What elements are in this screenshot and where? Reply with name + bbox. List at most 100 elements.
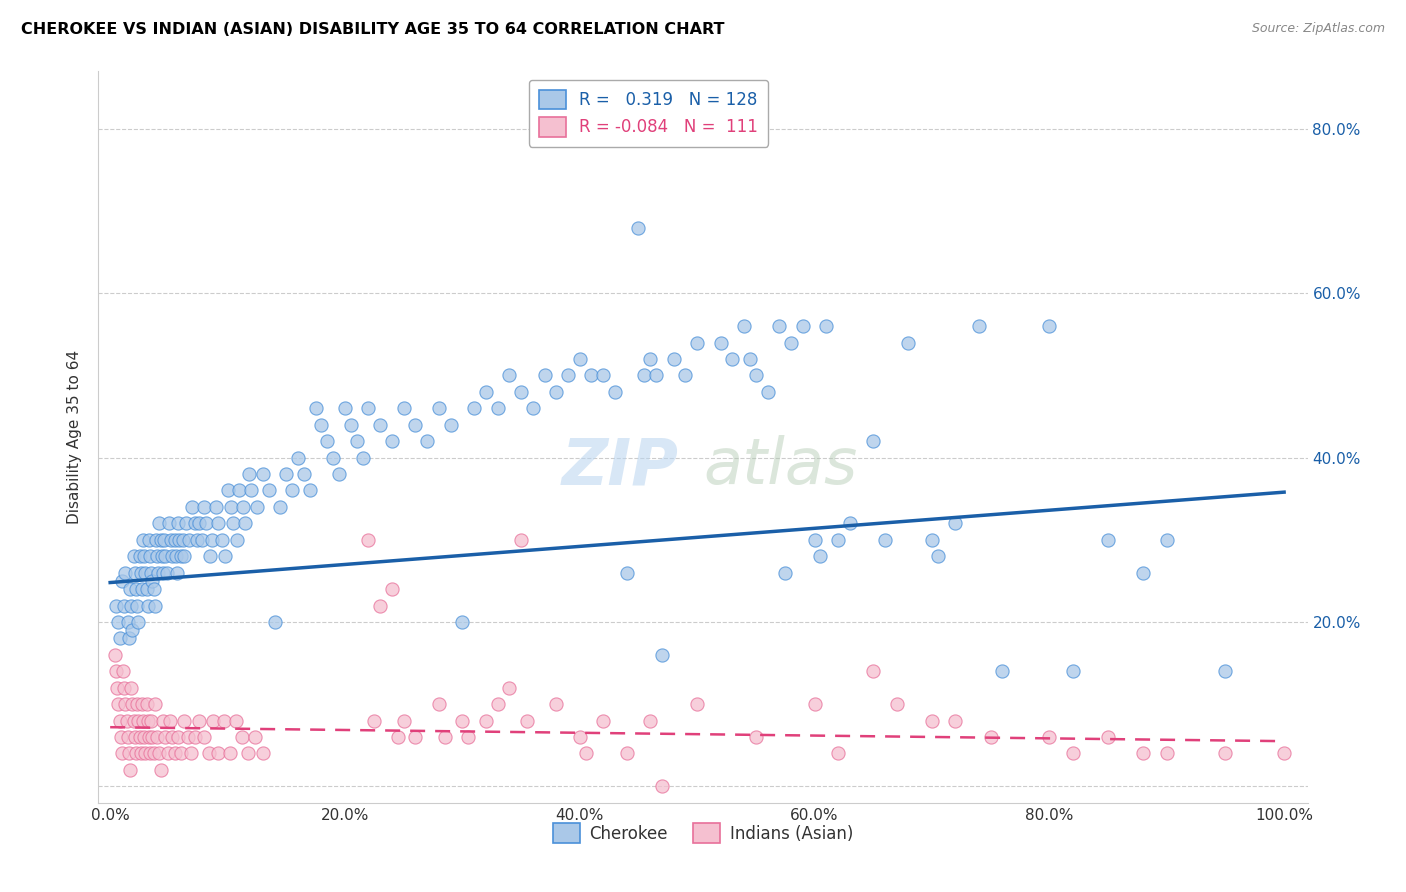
- Point: [207, 516, 229, 531]
- Point: [269, 500, 291, 514]
- Point: [276, 467, 298, 481]
- Point: [207, 747, 229, 761]
- Point: [427, 401, 450, 416]
- Point: [257, 483, 280, 498]
- Point: [180, 747, 202, 761]
- Point: [225, 714, 247, 728]
- Point: [138, 533, 160, 547]
- Point: [162, 549, 184, 564]
- Point: [328, 467, 350, 481]
- Point: [117, 615, 139, 629]
- Point: [124, 566, 146, 580]
- Point: [638, 714, 661, 728]
- Point: [165, 549, 187, 564]
- Point: [886, 697, 908, 711]
- Point: [146, 549, 169, 564]
- Text: Source: ZipAtlas.com: Source: ZipAtlas.com: [1251, 22, 1385, 36]
- Point: [142, 582, 165, 596]
- Point: [120, 763, 142, 777]
- Point: [115, 714, 138, 728]
- Point: [149, 763, 172, 777]
- Point: [198, 549, 221, 564]
- Point: [1097, 730, 1119, 744]
- Point: [217, 483, 239, 498]
- Point: [173, 549, 195, 564]
- Point: [991, 665, 1014, 679]
- Point: [146, 730, 169, 744]
- Point: [127, 714, 149, 728]
- Point: [148, 747, 170, 761]
- Point: [169, 533, 191, 547]
- Point: [645, 368, 668, 383]
- Point: [651, 648, 673, 662]
- Y-axis label: Disability Age 35 to 64: Disability Age 35 to 64: [67, 350, 83, 524]
- Point: [862, 665, 884, 679]
- Point: [457, 730, 479, 744]
- Point: [673, 368, 696, 383]
- Point: [157, 516, 180, 531]
- Point: [633, 368, 655, 383]
- Point: [188, 516, 211, 531]
- Point: [114, 566, 136, 580]
- Point: [163, 747, 186, 761]
- Point: [236, 747, 259, 761]
- Point: [120, 681, 142, 695]
- Point: [107, 615, 129, 629]
- Point: [1156, 533, 1178, 547]
- Point: [118, 747, 141, 761]
- Point: [1038, 730, 1060, 744]
- Point: [166, 566, 188, 580]
- Point: [219, 500, 242, 514]
- Point: [128, 730, 150, 744]
- Point: [124, 730, 146, 744]
- Point: [177, 533, 200, 547]
- Point: [135, 697, 157, 711]
- Point: [773, 566, 796, 580]
- Point: [287, 450, 309, 465]
- Point: [921, 714, 943, 728]
- Point: [128, 549, 150, 564]
- Point: [627, 220, 650, 235]
- Point: [138, 730, 160, 744]
- Point: [827, 533, 849, 547]
- Point: [745, 368, 768, 383]
- Point: [745, 730, 768, 744]
- Point: [638, 351, 661, 366]
- Point: [134, 730, 156, 744]
- Point: [1097, 533, 1119, 547]
- Point: [202, 714, 225, 728]
- Point: [136, 599, 159, 613]
- Point: [363, 714, 385, 728]
- Point: [142, 747, 165, 761]
- Point: [129, 566, 152, 580]
- Point: [135, 582, 157, 596]
- Point: [575, 747, 598, 761]
- Point: [132, 714, 155, 728]
- Point: [475, 384, 498, 399]
- Point: [195, 516, 218, 531]
- Point: [298, 483, 321, 498]
- Point: [162, 730, 184, 744]
- Point: [143, 697, 166, 711]
- Point: [232, 500, 254, 514]
- Point: [686, 697, 709, 711]
- Point: [357, 533, 380, 547]
- Point: [212, 714, 235, 728]
- Point: [921, 533, 943, 547]
- Point: [416, 434, 439, 449]
- Point: [862, 434, 884, 449]
- Point: [155, 549, 177, 564]
- Point: [546, 697, 568, 711]
- Point: [603, 384, 626, 399]
- Point: [214, 549, 236, 564]
- Point: [651, 780, 673, 794]
- Point: [105, 665, 128, 679]
- Point: [143, 599, 166, 613]
- Point: [340, 417, 363, 432]
- Point: [404, 417, 426, 432]
- Point: [451, 615, 474, 629]
- Point: [121, 624, 143, 638]
- Point: [592, 714, 614, 728]
- Point: [111, 574, 134, 588]
- Point: [1215, 747, 1237, 761]
